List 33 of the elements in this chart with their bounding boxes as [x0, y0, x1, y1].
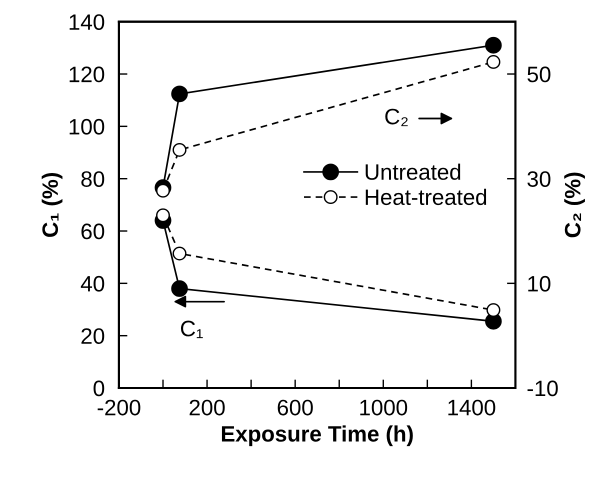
legend-label: Untreated — [366, 164, 460, 180]
point — [171, 280, 188, 297]
y2-tick-label: 30 — [527, 171, 550, 187]
point — [156, 184, 170, 198]
annotation: C₂ — [385, 108, 408, 126]
y-tick-label: 120 — [70, 66, 104, 82]
y2-tick-label: -10 — [528, 380, 558, 396]
x-tick-label: -200 — [98, 400, 140, 416]
x-tick-label: 1400 — [448, 400, 496, 416]
point — [172, 246, 186, 260]
y2-tick-label: 50 — [527, 66, 550, 82]
point — [172, 142, 186, 157]
y-tick-label: 140 — [70, 14, 104, 30]
x-tick-label: 200 — [190, 400, 225, 416]
point — [171, 86, 188, 102]
point — [156, 208, 170, 222]
y-tick-label: 80 — [81, 171, 104, 187]
annotation: C₁ — [181, 320, 203, 338]
legend-label: Heat-treated — [366, 188, 486, 206]
x-tick-label: 1000 — [360, 400, 408, 416]
point — [486, 303, 500, 317]
y-tick-label: 20 — [81, 328, 104, 344]
y-tick-label: 100 — [70, 118, 104, 135]
y-axis-title: C₁ (%) — [42, 172, 62, 237]
x-axis-title: Exposure Time (h) — [222, 425, 413, 446]
y-tick-label: 40 — [80, 276, 104, 292]
y-tick-label: 0 — [94, 380, 104, 396]
point — [485, 36, 502, 54]
y-tick-label: 60 — [81, 224, 104, 240]
y2-axis-title: C₂ (%) — [564, 172, 585, 238]
y2-tick-label: 10 — [528, 276, 550, 292]
x-tick-label: 600 — [278, 400, 313, 416]
point — [486, 55, 500, 69]
